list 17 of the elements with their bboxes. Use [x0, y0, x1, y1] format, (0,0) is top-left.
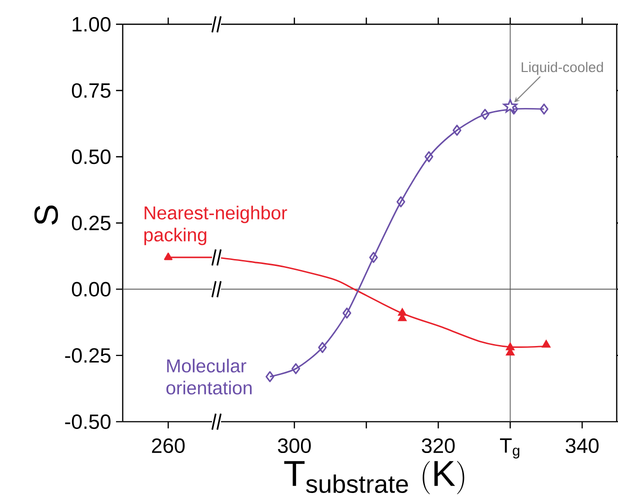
y-tick-label: -0.25	[65, 348, 110, 363]
y-tick-label: 0.00	[72, 282, 111, 297]
x-tick-label: 300	[278, 438, 311, 454]
y-tick-label: 0.50	[72, 149, 111, 164]
annotation: Liquid-cooled	[522, 62, 603, 75]
y-tick-label: 0.75	[72, 83, 110, 98]
series-label: Nearest-neighbor packing	[144, 206, 288, 246]
y-tick-label: 0.25	[72, 216, 110, 230]
x-tick-label: T$_{g}$	[500, 438, 520, 458]
series-label: Molecular orientation	[166, 358, 252, 394]
y-axis-title: S	[34, 205, 58, 225]
x-tick-label: 260	[152, 438, 185, 454]
x-tick-label: 320	[422, 438, 455, 454]
y-tick-label: -0.50	[65, 414, 111, 429]
y-tick-label: 1.00	[72, 16, 111, 32]
x-tick-label: 340	[566, 438, 599, 454]
x-axis-title: $\mathrm{T}_{\mathrm{substrate}}\ \mathrm{(K)}$	[284, 461, 464, 494]
